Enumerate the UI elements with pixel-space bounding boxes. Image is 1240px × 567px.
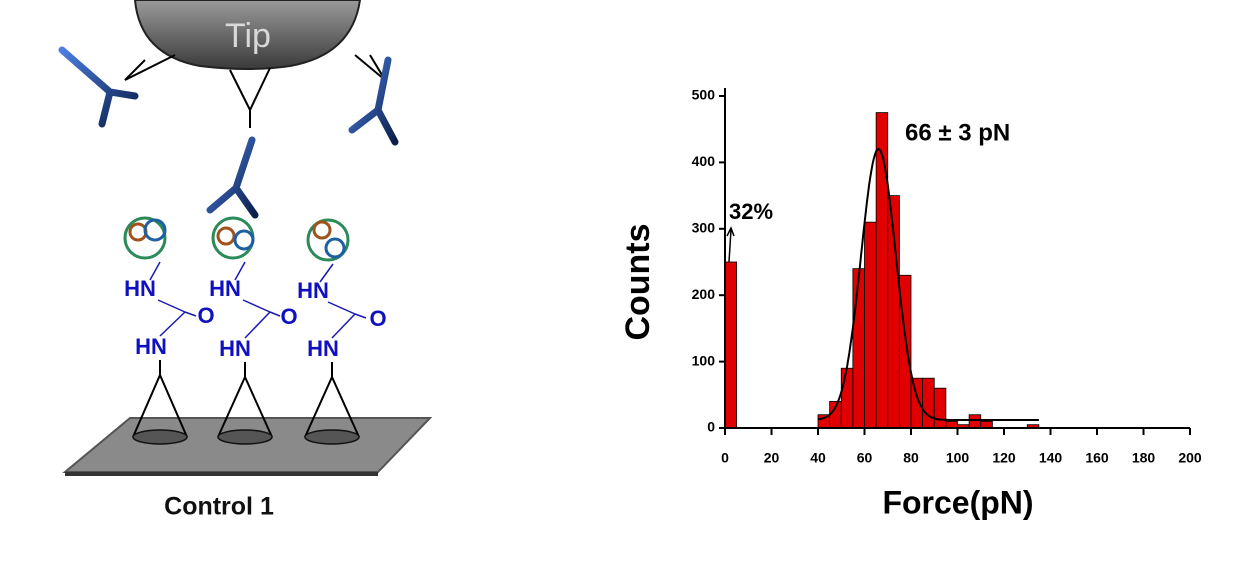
x-tick-label: 60: [857, 450, 873, 466]
bar: [852, 268, 865, 429]
y-tick-label: 500: [692, 87, 716, 103]
bar: [875, 112, 889, 429]
annotation: 32%: [729, 199, 773, 224]
x-tick-label: 140: [1039, 450, 1063, 466]
x-tick-label: 180: [1132, 450, 1156, 466]
x-tick-label: 80: [903, 450, 919, 466]
tip: [133, 0, 362, 70]
antibody: [206, 136, 259, 219]
bar: [724, 261, 738, 429]
diagram: [58, 0, 433, 476]
x-tick-label: 100: [946, 450, 970, 466]
nh-label: HN: [297, 278, 329, 303]
x-tick-label: 0: [721, 450, 729, 466]
o-label: O: [197, 303, 214, 328]
proteins: [123, 216, 350, 262]
tip-label: Tip: [225, 17, 271, 55]
cone-base: [304, 429, 360, 445]
bar: [968, 414, 982, 429]
antibody: [348, 56, 399, 146]
o-label: O: [280, 304, 297, 329]
caption: Control 1: [164, 493, 274, 521]
bar: [864, 221, 877, 429]
nh-label: HN: [209, 276, 241, 301]
x-tick-label: 20: [764, 450, 780, 466]
bar: [910, 377, 924, 429]
y-tick-label: 100: [692, 352, 716, 368]
annotation: 66 ± 3 pN: [905, 119, 1010, 146]
surface: [62, 417, 433, 473]
bar: [922, 377, 935, 429]
annotation-arrow: [726, 226, 735, 263]
y-axis-label: Counts: [619, 223, 657, 340]
x-tick-label: 120: [992, 450, 1016, 466]
bar: [840, 367, 854, 429]
cones: [132, 360, 360, 438]
x-tick-label: 40: [810, 450, 826, 466]
y-tick-label: 0: [707, 419, 715, 435]
y-tick-label: 300: [692, 220, 716, 236]
nh-label: HN: [219, 336, 251, 361]
o-label: O: [369, 306, 386, 331]
x-tick-label: 160: [1085, 450, 1109, 466]
nh-label: HN: [124, 276, 156, 301]
antibody: [58, 46, 139, 128]
surface-edge: [65, 472, 378, 476]
bar: [933, 387, 947, 429]
y-tick-label: 200: [692, 286, 716, 302]
x-axis-label: Force(pN): [882, 484, 1033, 520]
x-tick-label: 200: [1178, 450, 1202, 466]
cone-base: [132, 429, 188, 445]
cone-base: [217, 429, 273, 445]
nh-label: HN: [135, 334, 167, 359]
fit-curve: [817, 147, 1039, 421]
nh-label: HN: [307, 336, 339, 361]
molecule-bonds: [149, 261, 367, 339]
y-tick-label: 400: [692, 153, 716, 169]
